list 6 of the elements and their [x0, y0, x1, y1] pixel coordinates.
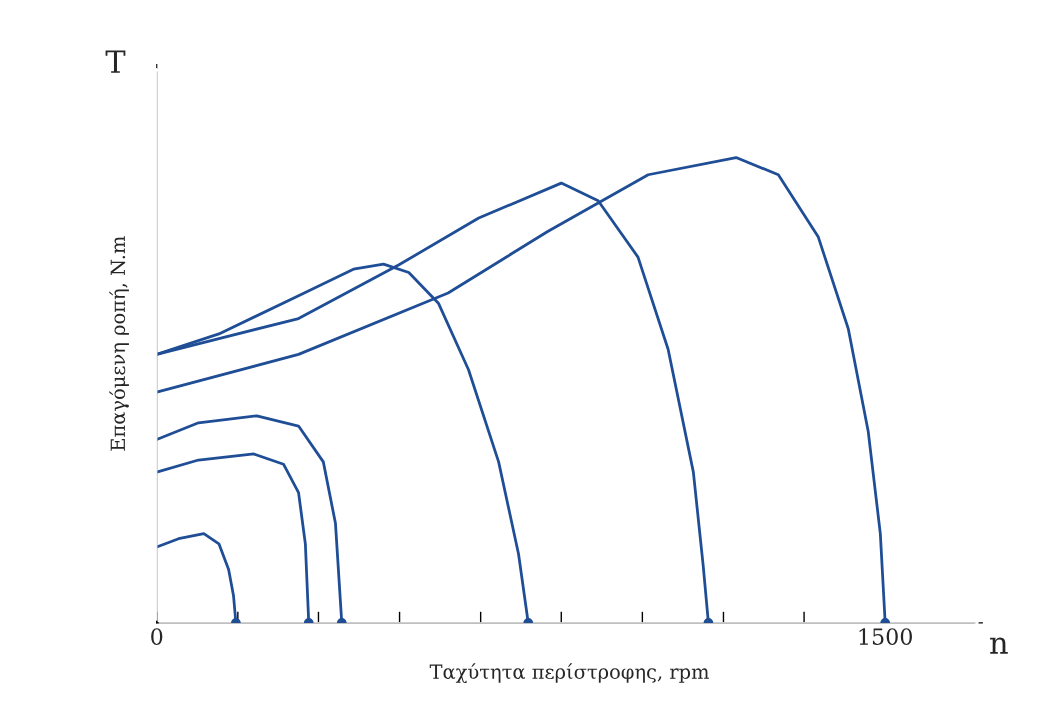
- x-tick-label: 0: [151, 628, 163, 645]
- x-axis-title: Ταχύτητα περίστροφης, rpm: [429, 663, 709, 684]
- text: T: [105, 50, 126, 73]
- text: n: [990, 637, 1008, 654]
- x-tick-label: 1500: [859, 628, 912, 645]
- y-axis-title: Επαγόμενη ροπή, N.m: [109, 236, 129, 451]
